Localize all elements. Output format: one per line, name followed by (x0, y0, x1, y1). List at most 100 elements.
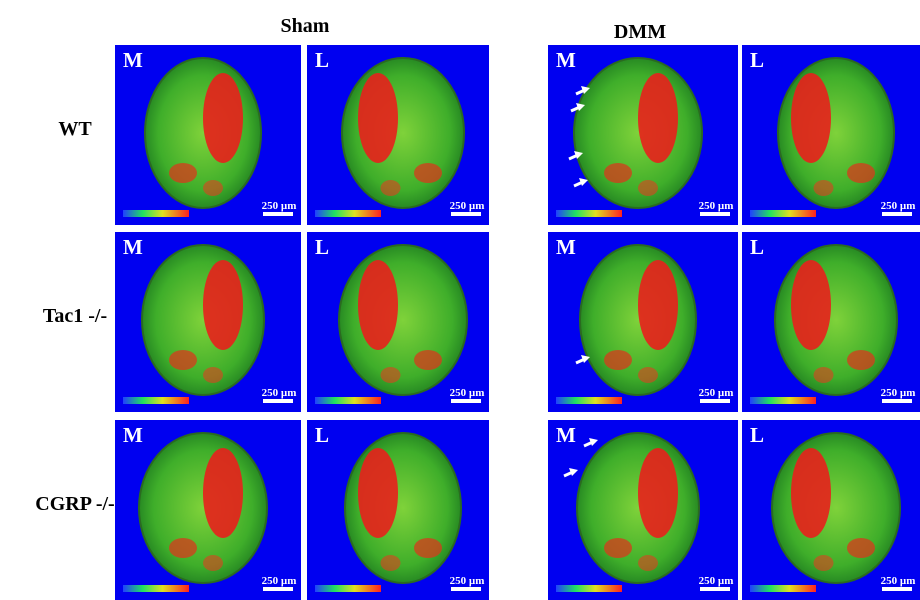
scale-label: 250 µm (881, 200, 916, 212)
high-region (638, 555, 658, 571)
high-region (169, 350, 197, 370)
color-bar (123, 585, 189, 592)
high-region (414, 350, 442, 370)
color-bar (315, 585, 381, 592)
high-region (814, 180, 834, 196)
high-region (604, 163, 632, 183)
high-region (381, 180, 401, 196)
scale-bar (882, 587, 912, 591)
high-region (358, 448, 398, 538)
panel: L 250 µm (307, 45, 489, 225)
color-bar (556, 585, 622, 592)
high-region (604, 538, 632, 558)
bone-surface (139, 433, 267, 583)
high-region (381, 555, 401, 571)
view-label: M (556, 48, 576, 72)
view-label: L (315, 235, 329, 259)
panel: L 250 µm (307, 232, 489, 412)
scale-bar (451, 587, 481, 591)
color-bar (315, 210, 381, 217)
panel: M 250 µm (548, 45, 738, 225)
high-region (203, 555, 223, 571)
bone-surface (580, 245, 696, 395)
panel: L 250 µm (742, 45, 920, 225)
high-region (638, 180, 658, 196)
high-region (814, 367, 834, 383)
high-region (791, 448, 831, 538)
scale-bar (263, 399, 293, 403)
high-region (203, 180, 223, 196)
scale-label: 250 µm (881, 387, 916, 399)
high-region (358, 73, 398, 163)
high-region (381, 367, 401, 383)
scale-label: 250 µm (699, 387, 734, 399)
figure: Sham DMM WT M 250 µm L 250 µm M 250 µm L 250 µm T… (0, 0, 920, 600)
panel: M 250 µm (548, 420, 738, 600)
row-label: WT (58, 118, 92, 140)
scale-label: 250 µm (450, 387, 485, 399)
high-region (203, 260, 243, 350)
row-label: Tac1 -/- (43, 305, 107, 327)
high-region (847, 538, 875, 558)
panel: L 250 µm (742, 420, 920, 600)
bone-surface (577, 433, 699, 583)
high-region (169, 538, 197, 558)
scale-bar (451, 399, 481, 403)
high-region (203, 448, 243, 538)
view-label: L (315, 423, 329, 447)
color-bar (123, 210, 189, 217)
view-label: M (123, 48, 143, 72)
high-region (638, 367, 658, 383)
column-title: DMM (614, 21, 666, 43)
view-label: L (315, 48, 329, 72)
bone-surface (772, 433, 900, 583)
column-title: Sham (281, 15, 330, 37)
scale-bar (451, 212, 481, 216)
scale-label: 250 µm (699, 200, 734, 212)
scale-label: 250 µm (262, 387, 297, 399)
panel: L 250 µm (307, 420, 489, 600)
high-region (169, 163, 197, 183)
view-label: L (750, 48, 764, 72)
color-bar (556, 397, 622, 404)
scale-label: 250 µm (450, 575, 485, 587)
view-label: M (123, 423, 143, 447)
high-region (847, 163, 875, 183)
panel: M 250 µm (115, 232, 301, 412)
high-region (414, 163, 442, 183)
high-region (638, 73, 678, 163)
color-bar (123, 397, 189, 404)
scale-bar (882, 399, 912, 403)
high-region (638, 260, 678, 350)
color-bar (556, 210, 622, 217)
scale-label: 250 µm (881, 575, 916, 587)
view-label: M (123, 235, 143, 259)
scale-label: 250 µm (699, 575, 734, 587)
scale-label: 250 µm (450, 200, 485, 212)
high-region (604, 350, 632, 370)
scale-bar (263, 212, 293, 216)
high-region (814, 555, 834, 571)
view-label: M (556, 423, 576, 447)
high-region (414, 538, 442, 558)
bone-surface (142, 245, 264, 395)
bone-surface (574, 58, 702, 208)
high-region (203, 73, 243, 163)
bone-surface (339, 245, 467, 395)
color-bar (750, 585, 816, 592)
scale-bar (700, 212, 730, 216)
high-region (791, 260, 831, 350)
high-region (203, 367, 223, 383)
color-bar (750, 397, 816, 404)
scale-bar (882, 212, 912, 216)
bone-surface (145, 58, 261, 208)
scale-bar (700, 587, 730, 591)
color-bar (750, 210, 816, 217)
high-region (847, 350, 875, 370)
scale-bar (263, 587, 293, 591)
view-label: L (750, 423, 764, 447)
